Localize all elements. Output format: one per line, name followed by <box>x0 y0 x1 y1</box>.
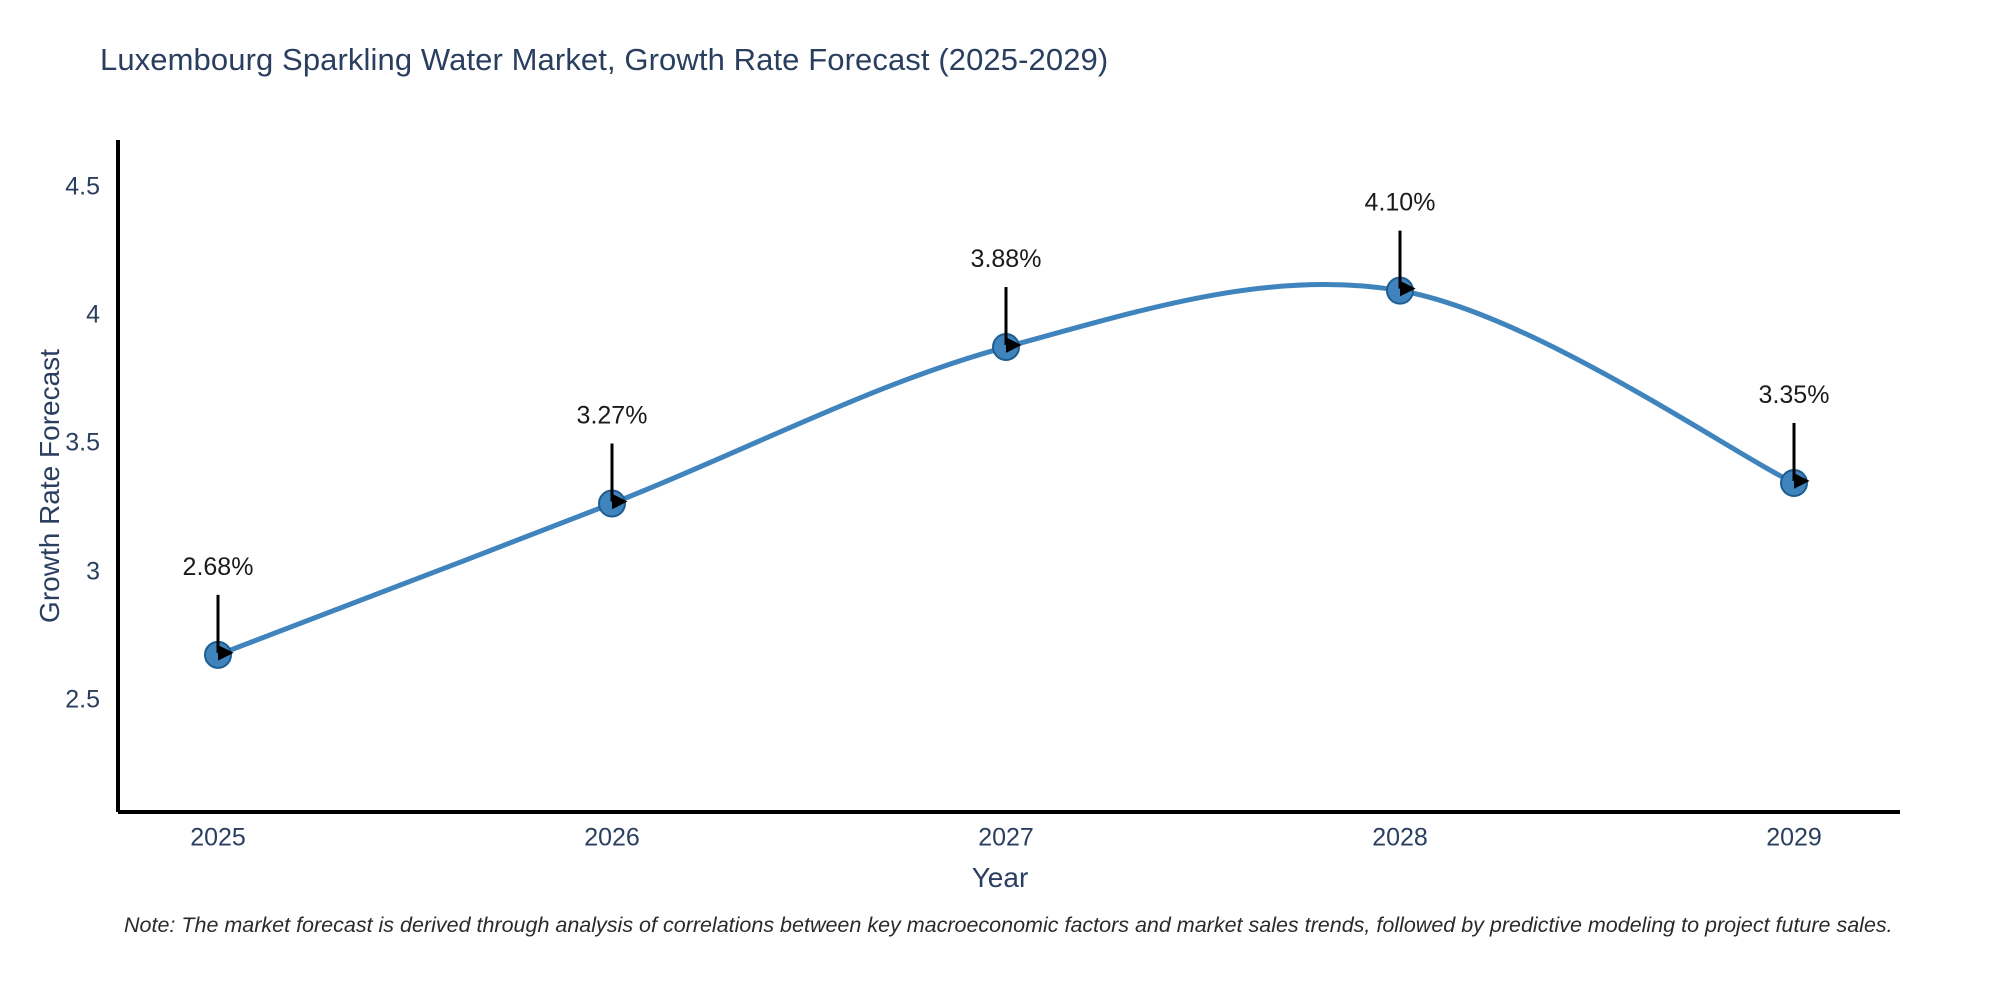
data-point-label: 2.68% <box>183 553 254 581</box>
x-axis-label: Year <box>0 862 2000 894</box>
x-tick-label: 2026 <box>584 824 640 852</box>
x-tick-label: 2027 <box>978 824 1034 852</box>
data-point-label: 3.88% <box>971 245 1042 273</box>
data-point-labels: 2.68% 3.27% 3.88% 4.10% 3.35% <box>183 189 1830 581</box>
x-axis-ticks: 2025 2026 2027 2028 2029 <box>190 824 1822 852</box>
y-tick-label: 4 <box>86 301 100 329</box>
x-tick-label: 2029 <box>1766 824 1822 852</box>
y-tick-label: 3 <box>86 558 100 586</box>
y-tick-label: 2.5 <box>65 686 100 714</box>
y-tick-label: 4.5 <box>65 173 100 201</box>
data-point-label: 3.27% <box>577 401 648 429</box>
x-tick-label: 2028 <box>1372 824 1428 852</box>
data-point-label: 4.10% <box>1365 189 1436 217</box>
chart-footnote: Note: The market forecast is derived thr… <box>124 913 1893 937</box>
y-tick-label: 3.5 <box>65 429 100 457</box>
chart-title: Luxembourg Sparkling Water Market, Growt… <box>100 42 1109 77</box>
data-point-label: 3.35% <box>1759 381 1830 409</box>
y-axis-ticks: 4.5 4 3.5 3 2.5 <box>65 173 100 714</box>
x-tick-label: 2025 <box>190 824 246 852</box>
annotation-arrows <box>216 230 1810 661</box>
x-axis-label-text: Year <box>971 862 1029 893</box>
